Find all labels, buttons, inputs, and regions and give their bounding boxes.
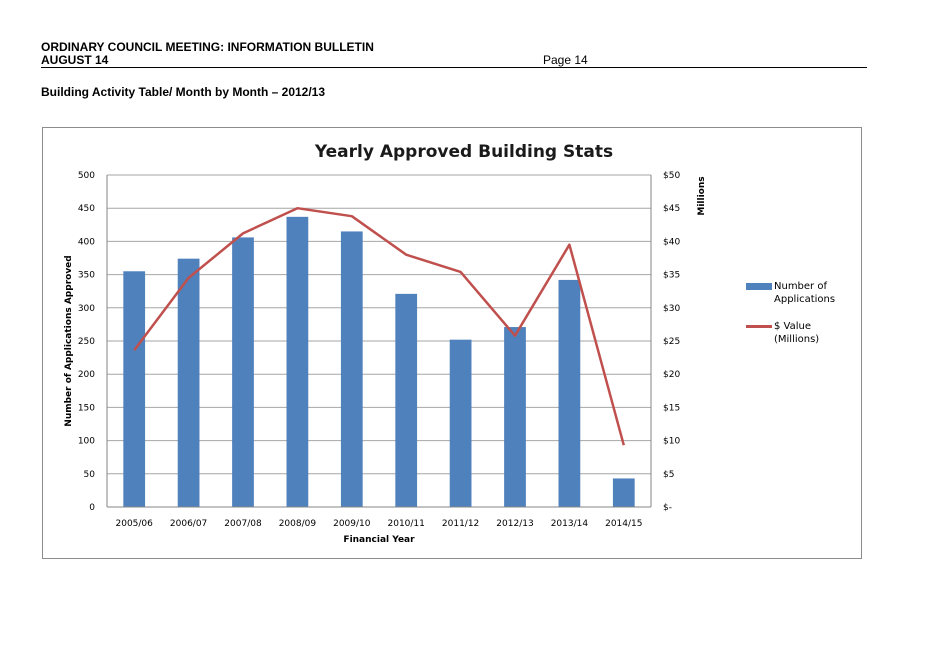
y2-tick-label: $45 — [663, 204, 680, 214]
page-header: ORDINARY COUNCIL MEETING: INFORMATION BU… — [41, 41, 867, 67]
y-tick-label: 450 — [78, 204, 95, 214]
x-tick-label: 2005/06 — [116, 519, 154, 529]
header-title: ORDINARY COUNCIL MEETING: INFORMATION BU… — [41, 40, 374, 54]
chart-title: Yearly Approved Building Stats — [314, 142, 613, 162]
bar-series — [123, 216, 635, 507]
x-tick-label: 2008/09 — [279, 519, 317, 529]
bar — [286, 216, 309, 507]
x-tick-label: 2007/08 — [224, 519, 262, 529]
y2-tick-label: $- — [663, 503, 672, 513]
legend-swatch-bar — [746, 283, 772, 290]
legend-swatch-line — [746, 325, 772, 328]
y-tick-label: 400 — [78, 237, 95, 247]
y2-tick-label: $50 — [663, 171, 680, 181]
axes: 0 50 100 150 200 250 300 350 400 450 500 $- $5 $10 $15… — [78, 171, 681, 529]
bar — [558, 279, 581, 507]
x-tick-label: 2006/07 — [170, 519, 207, 529]
bar — [504, 327, 526, 507]
bar — [340, 231, 363, 507]
page-number: Page 14 — [543, 53, 588, 67]
bar — [232, 237, 254, 507]
y2-tick-label: $15 — [663, 403, 680, 413]
y-tick-label: 0 — [89, 503, 95, 513]
y2-tick-label: $35 — [663, 271, 680, 281]
x-tick-label: 2011/12 — [442, 519, 479, 529]
header-rule — [41, 67, 867, 68]
y-tick-label: 100 — [78, 437, 95, 447]
y-tick-label: 350 — [78, 271, 95, 281]
y2-tick-label: $30 — [663, 304, 680, 314]
y2-tick-label: $5 — [663, 470, 674, 480]
y-tick-label: 150 — [78, 403, 95, 413]
y-tick-label: 500 — [78, 171, 95, 181]
bar — [449, 339, 472, 507]
y2-axis-label: Millions — [697, 176, 707, 215]
x-tick-label: 2012/13 — [496, 519, 533, 529]
x-axis-label: Financial Year — [343, 535, 415, 545]
bar — [177, 258, 200, 507]
x-tick-label: 2014/15 — [605, 519, 642, 529]
y-tick-label: 250 — [78, 337, 95, 347]
section-subtitle: Building Activity Table/ Month by Month … — [41, 85, 326, 99]
x-tick-label: 2013/14 — [551, 519, 589, 529]
bar — [612, 478, 635, 507]
y2-tick-label: $25 — [663, 337, 680, 347]
legend-label-applications: Number of Applications — [774, 281, 836, 305]
y2-tick-label: $10 — [663, 437, 680, 447]
value-line — [133, 206, 626, 446]
y-axis-label: Number of Applications Approved — [64, 255, 74, 426]
x-tick-label: 2010/11 — [388, 519, 425, 529]
line-series — [133, 206, 626, 446]
legend-label-value: $ Value (Millions) — [774, 321, 820, 345]
y-tick-label: 50 — [84, 470, 96, 480]
y-tick-label: 200 — [78, 370, 95, 380]
y2-tick-label: $20 — [663, 370, 680, 380]
y-tick-label: 300 — [78, 304, 95, 314]
y2-tick-label: $40 — [663, 237, 680, 247]
header-date: AUGUST 14 — [41, 53, 109, 67]
bar — [395, 293, 418, 507]
x-tick-label: 2009/10 — [333, 519, 371, 529]
bar — [123, 271, 146, 507]
